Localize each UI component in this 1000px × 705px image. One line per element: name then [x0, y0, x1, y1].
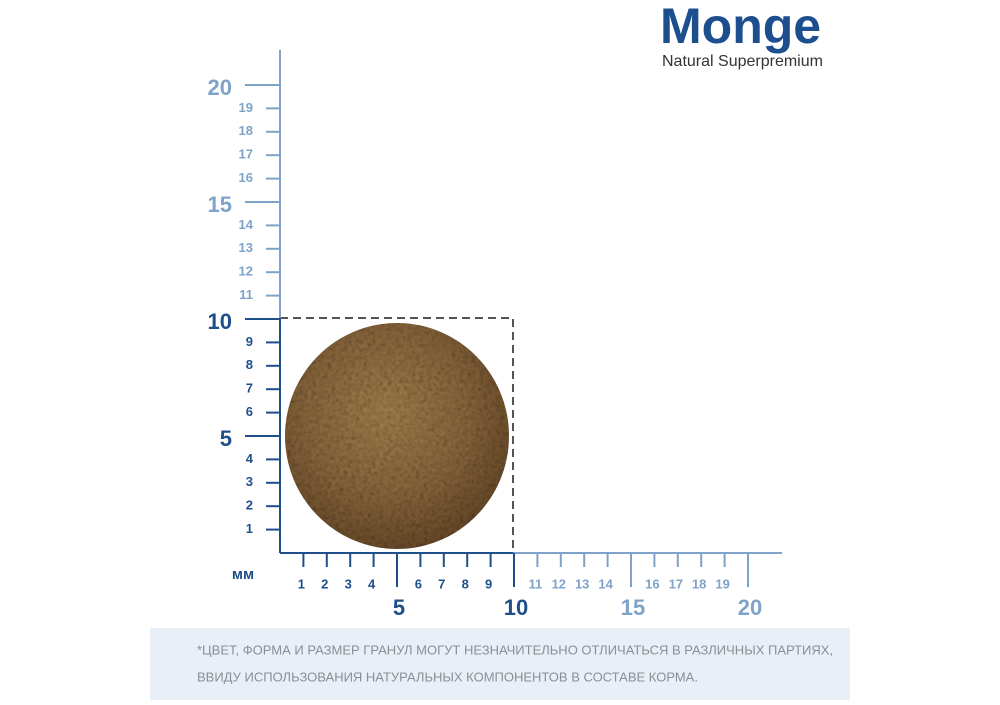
y-tick-label: 6	[246, 404, 253, 419]
y-tick-label: 1	[246, 521, 253, 536]
y-tick-label: 8	[246, 357, 253, 372]
x-major-label: 20	[738, 595, 762, 620]
x-major-label: 15	[621, 595, 645, 620]
brand-tagline: Natural Superpremium	[662, 53, 823, 70]
x-tick-label: 2	[321, 576, 328, 591]
x-tick-label: 14	[598, 576, 613, 591]
ruler: 1122334466778899111112121313141416161717…	[208, 75, 763, 620]
x-tick-label: 8	[462, 576, 469, 591]
x-major-label: 10	[504, 595, 528, 620]
y-tick-label: 16	[239, 170, 253, 185]
y-major-label: 20	[208, 75, 232, 100]
note-band	[150, 628, 850, 700]
x-tick-label: 19	[715, 576, 729, 591]
brand-name: Monge	[660, 0, 821, 54]
y-tick-label: 17	[239, 147, 253, 162]
y-tick-label: 4	[246, 451, 254, 466]
y-tick-label: 12	[239, 264, 253, 279]
x-tick-label: 13	[575, 576, 589, 591]
kibble	[285, 323, 509, 549]
x-tick-label: 7	[438, 576, 445, 591]
y-tick-label: 2	[246, 498, 253, 513]
x-tick-label: 6	[415, 576, 422, 591]
y-major-label: 5	[220, 426, 232, 451]
x-tick-label: 1	[298, 576, 305, 591]
x-tick-label: 4	[368, 576, 376, 591]
x-tick-label: 11	[529, 576, 543, 591]
y-major-label: 15	[208, 192, 232, 217]
y-tick-label: 3	[246, 474, 253, 489]
note-line: *ЦВЕТ, ФОРМА И РАЗМЕР ГРАНУЛ МОГУТ НЕЗНА…	[197, 642, 833, 657]
x-tick-label: 9	[485, 576, 492, 591]
y-tick-label: 9	[246, 334, 253, 349]
x-tick-label: 17	[669, 576, 683, 591]
y-major-label: 10	[208, 309, 232, 334]
x-tick-label: 3	[345, 576, 352, 591]
y-tick-label: 13	[239, 240, 253, 255]
y-tick-label: 7	[246, 381, 253, 396]
x-tick-label: 18	[692, 576, 706, 591]
y-tick-label: 18	[239, 123, 253, 138]
y-tick-label: 19	[239, 100, 253, 115]
x-major-label: 5	[393, 595, 405, 620]
note-line: ВВИДУ ИСПОЛЬЗОВАНИЯ НАТУРАЛЬНЫХ КОМПОНЕН…	[197, 669, 698, 684]
unit-label: мм	[232, 566, 254, 583]
y-tick-label: 14	[239, 217, 254, 232]
y-tick-label: 11	[239, 287, 253, 302]
x-tick-label: 16	[645, 576, 659, 591]
x-tick-label: 12	[552, 576, 566, 591]
